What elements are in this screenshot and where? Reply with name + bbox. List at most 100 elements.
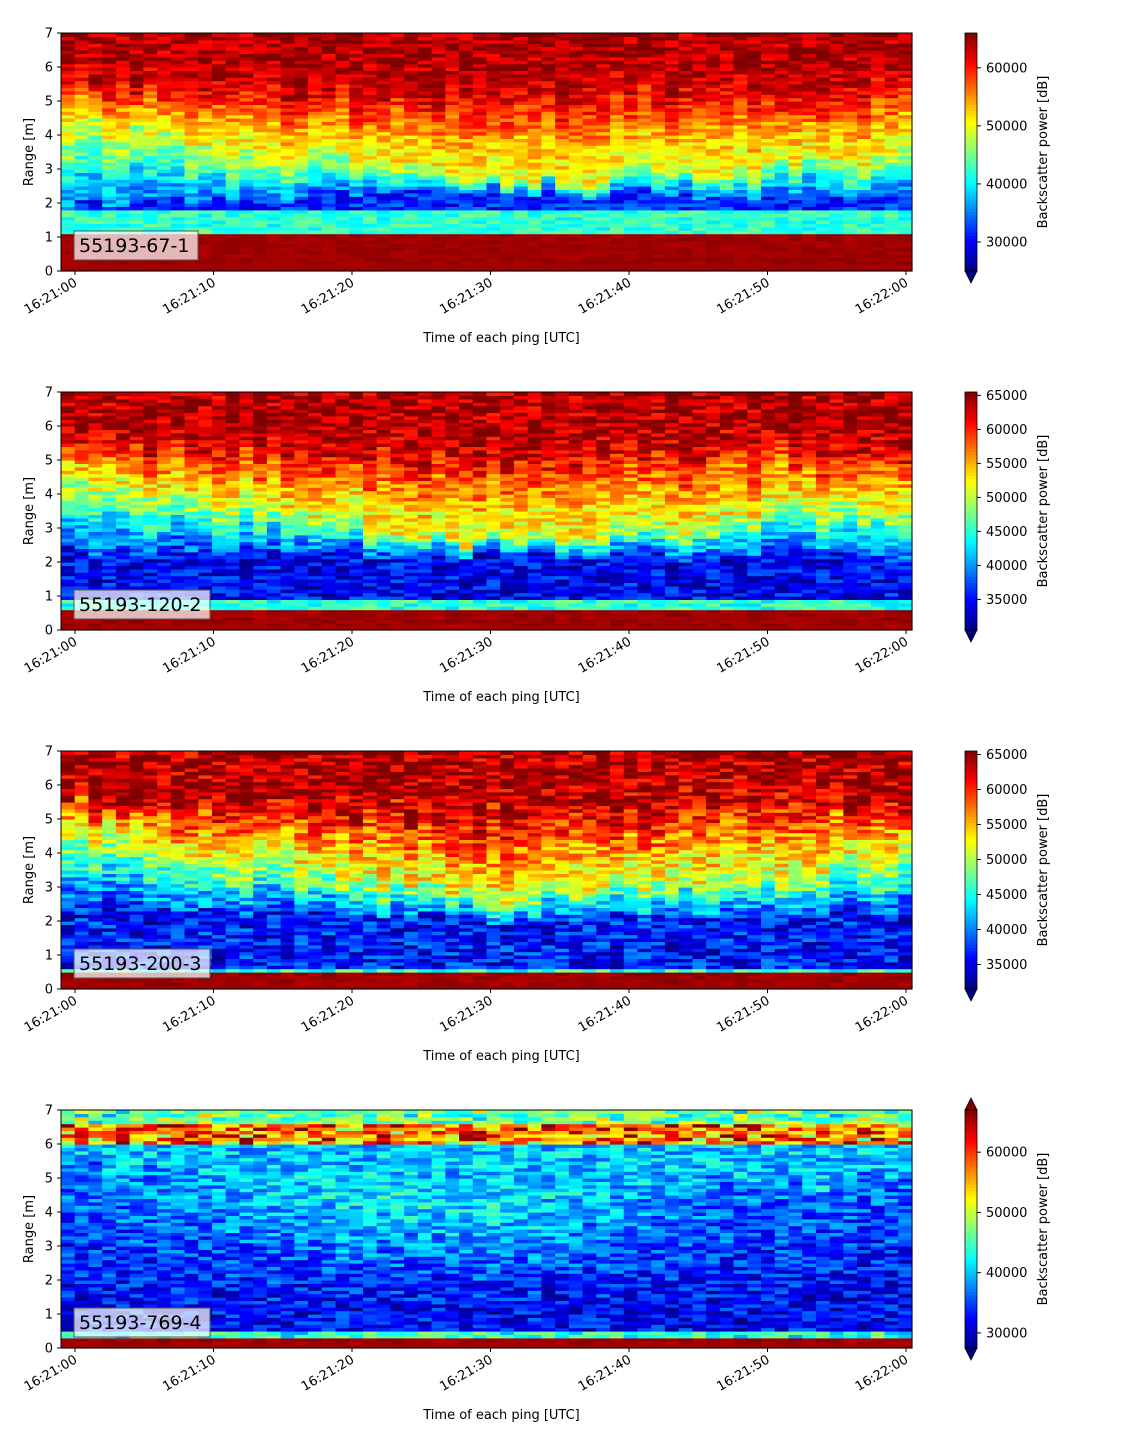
heatmap-cell (623, 80, 639, 85)
heatmap-cell (404, 237, 419, 241)
heatmap-cell (239, 56, 254, 61)
heatmap-cell (623, 135, 639, 139)
heatmap-cell (74, 446, 90, 451)
heatmap-cell (280, 111, 295, 116)
heatmap-cell (774, 243, 790, 248)
heatmap-cell (610, 80, 625, 85)
heatmap-cell (376, 138, 392, 143)
heatmap-cell (610, 141, 625, 146)
heatmap-cell (651, 90, 666, 95)
heatmap-cell (431, 101, 446, 105)
heatmap-cell (596, 111, 611, 116)
heatmap-cell (719, 114, 735, 119)
heatmap-cell (225, 226, 241, 231)
heatmap-cell (253, 50, 268, 54)
heatmap-cell (102, 94, 117, 99)
heatmap-cell (802, 80, 817, 85)
heatmap-cell (211, 104, 227, 109)
heatmap-cell (184, 84, 199, 88)
heatmap-cell (637, 189, 652, 194)
heatmap-cell (321, 145, 337, 150)
heatmap-cell (74, 46, 90, 51)
heatmap-cell (829, 124, 844, 129)
heatmap-cell (788, 179, 803, 184)
heatmap-cell (692, 264, 707, 269)
heatmap-cell (527, 63, 543, 68)
colorbar-segment (965, 175, 977, 180)
heatmap-cell (129, 548, 144, 553)
heatmap-cell (157, 558, 172, 563)
heatmap-cell (788, 53, 803, 58)
heatmap-cell (815, 94, 831, 99)
heatmap-cell (815, 141, 831, 146)
heatmap-cell (706, 179, 721, 184)
heatmap-cell (362, 43, 378, 48)
heatmap-cell (211, 165, 227, 170)
heatmap-cell (829, 131, 844, 136)
heatmap-cell (253, 87, 268, 92)
heatmap-cell (843, 84, 858, 88)
heatmap-cell (431, 223, 446, 228)
heatmap-cell (129, 63, 144, 68)
heatmap-cell (527, 223, 543, 228)
heatmap-cell (472, 73, 488, 78)
heatmap-cell (280, 121, 295, 126)
heatmap-cell (774, 118, 790, 122)
heatmap-cell (376, 111, 392, 116)
heatmap-cell (459, 43, 474, 48)
heatmap-cell (157, 135, 172, 139)
heatmap-cell (280, 203, 295, 207)
heatmap-cell (719, 189, 735, 194)
heatmap-cell (692, 152, 707, 156)
heatmap-cell (417, 158, 433, 163)
heatmap-cell (115, 490, 131, 495)
heatmap-cell (102, 446, 117, 451)
heatmap-cell (678, 196, 693, 201)
heatmap-cell (761, 33, 776, 37)
heatmap-cell (61, 568, 76, 573)
heatmap-cell (129, 497, 144, 502)
heatmap-cell (815, 233, 831, 238)
heatmap-cell (568, 230, 584, 235)
heatmap-cell (266, 148, 282, 153)
heatmap-cell (829, 39, 844, 44)
heatmap-cell (664, 148, 680, 153)
heatmap-cell (582, 43, 597, 48)
heatmap-cell (747, 63, 762, 68)
heatmap-cell (651, 260, 666, 265)
heatmap-cell (61, 209, 76, 214)
heatmap-cell (692, 206, 707, 211)
heatmap-cell (143, 145, 158, 150)
heatmap-cell (115, 172, 131, 177)
heatmap-cell (898, 220, 913, 224)
heatmap-cell (596, 203, 611, 207)
heatmap-cell (802, 94, 817, 99)
y-axis-label: Range [m] (22, 118, 37, 186)
heatmap-cell (664, 63, 680, 68)
heatmap-cell (129, 531, 144, 536)
heatmap-cell (870, 107, 886, 112)
heatmap-cell (706, 90, 721, 95)
heatmap-cell (170, 189, 186, 194)
heatmap-cell (88, 63, 103, 68)
heatmap-cell (664, 60, 680, 65)
heatmap-cell (898, 135, 913, 139)
heatmap-cell (884, 46, 899, 51)
heatmap-cell (61, 118, 76, 122)
heatmap-cell (802, 107, 817, 112)
heatmap-cell (115, 541, 131, 546)
heatmap-cell (747, 124, 762, 129)
heatmap-cell (610, 53, 625, 58)
heatmap-cell (651, 53, 666, 58)
heatmap-cell (362, 135, 378, 139)
heatmap-cell (513, 111, 529, 116)
heatmap-cell (61, 67, 76, 71)
heatmap-cell (815, 213, 831, 218)
heatmap-cell (404, 101, 419, 105)
heatmap-cell (898, 39, 913, 44)
heatmap-cell (610, 254, 625, 258)
heatmap-cell (857, 216, 872, 221)
heatmap-cell (266, 186, 282, 190)
heatmap-cell (376, 175, 392, 180)
heatmap-cell (88, 155, 103, 160)
